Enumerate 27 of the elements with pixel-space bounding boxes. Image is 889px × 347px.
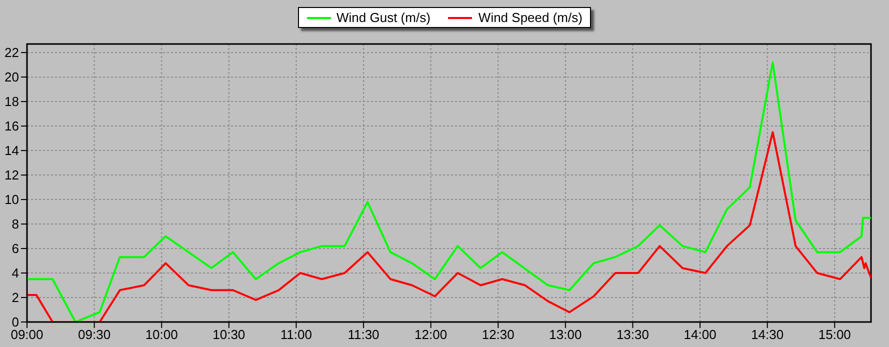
x-tick-label: 09:30 [78,327,111,342]
x-tick-label: 13:00 [549,327,582,342]
x-tick-label: 09:00 [10,327,44,342]
legend-label: Wind Speed (m/s) [478,10,582,25]
legend-label: Wind Gust (m/s) [336,10,430,25]
y-tick-label: 14 [4,143,19,158]
y-tick-label: 16 [4,118,19,134]
y-tick-label: 12 [4,168,19,183]
y-tick-label: 0 [12,314,19,330]
y-tick-label: 2 [12,290,19,306]
x-tick-label: 11:30 [348,327,380,342]
x-tick-label: 11:00 [280,327,312,342]
x-tick-label: 15:00 [818,327,851,342]
x-tick-label: 14:00 [684,327,716,342]
y-tick-label: 22 [4,45,19,60]
x-tick-label: 13:30 [616,327,650,342]
y-tick-label: 18 [4,94,19,110]
y-tick-label: 4 [12,266,19,281]
x-tick-label: 14:30 [751,327,784,342]
y-tick-label: 8 [12,216,19,232]
x-tick-label: 10:30 [212,327,246,342]
y-tick-label: 6 [12,241,19,256]
y-tick-label: 20 [4,70,19,85]
y-tick-label: 10 [4,192,19,208]
x-tick-label: 12:30 [482,327,514,342]
x-tick-label: 12:00 [414,327,448,342]
x-tick-label: 10:00 [145,327,178,342]
